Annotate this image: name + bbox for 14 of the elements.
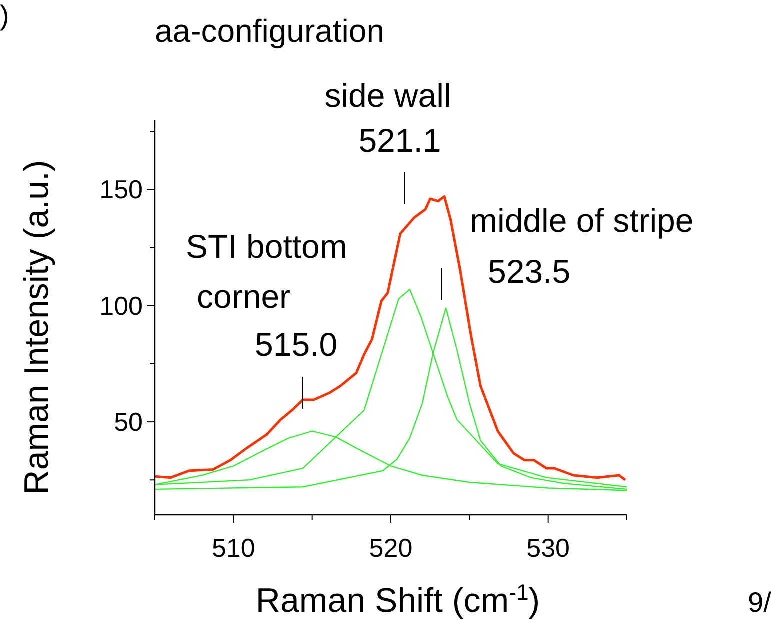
y-tick-label: 50 bbox=[114, 407, 143, 438]
y-tick-label: 100 bbox=[100, 290, 143, 321]
x-tick-label: 530 bbox=[526, 533, 570, 563]
text: ) bbox=[0, 0, 10, 31]
y-axis-title: Raman Intensity (a.u.) bbox=[18, 160, 56, 495]
x-tick-label: 510 bbox=[212, 533, 256, 563]
annotation: side wall 521.1 bbox=[324, 77, 452, 159]
annotation: STI bottom corner 515.0 bbox=[186, 228, 348, 363]
annotation: middle of stripe 523.5 bbox=[470, 202, 694, 290]
chart-title: aa-configuration bbox=[155, 13, 384, 49]
y-tick-label: 150 bbox=[100, 174, 143, 205]
x-tick-label: 520 bbox=[369, 533, 413, 563]
text: 9/ bbox=[748, 587, 771, 618]
x-axis-title: Raman Shift (cm$^{-1}$) bbox=[256, 580, 540, 620]
